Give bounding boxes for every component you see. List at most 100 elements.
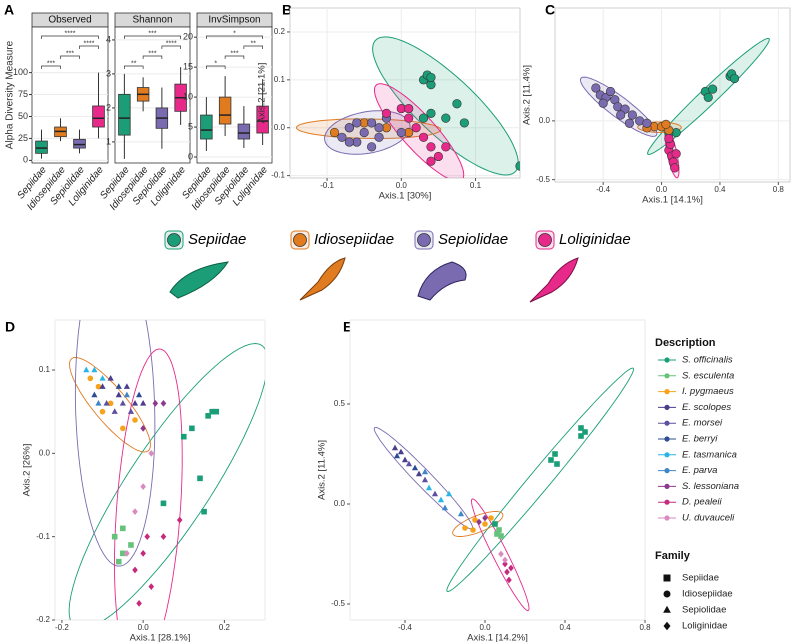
point (616, 110, 626, 120)
point (670, 163, 680, 173)
y-tick-label: 0.0 (334, 499, 346, 508)
point (426, 108, 436, 118)
point (205, 413, 211, 419)
point (381, 108, 392, 118)
y-tick-label: -0.5 (331, 599, 345, 608)
point (120, 525, 126, 532)
significance-bracket (161, 45, 181, 49)
confidence-ellipse (373, 426, 474, 530)
y-tick-label: -0.1 (271, 171, 285, 180)
significance-bracket (206, 65, 226, 69)
y-tick-label: 3 (106, 68, 111, 78)
squid-icon (417, 261, 467, 301)
x-axis-label: Axis.1 [30%] (379, 191, 432, 202)
legend-swatch (664, 389, 670, 395)
point (152, 399, 159, 407)
point (374, 123, 384, 133)
legend-label: E. berryi (682, 434, 718, 445)
y-tick-label: -0.5 (536, 175, 550, 184)
y-axis-label: Alpha Diversity Measure (5, 40, 16, 149)
point (598, 98, 608, 108)
point (437, 496, 445, 503)
x-axis-label: Axis.1 [14.2%] (467, 633, 528, 642)
y-tick-label: 15 (183, 62, 193, 72)
legend-swatch (664, 436, 670, 442)
point (441, 142, 451, 152)
point (425, 484, 433, 491)
point (344, 123, 354, 133)
panel-label: E (343, 319, 352, 335)
significance-bracket (41, 65, 61, 69)
point (506, 576, 512, 584)
point (132, 417, 138, 423)
point (552, 451, 558, 457)
point (176, 516, 183, 524)
legend-swatch (664, 357, 670, 363)
plot-area (196, 26, 273, 164)
point (132, 566, 138, 574)
plot-layer (290, 8, 520, 178)
point (329, 127, 340, 138)
y-tick-label: 75 (18, 89, 28, 99)
box (73, 138, 86, 149)
legend-label: S. officinalis (682, 355, 733, 366)
significance-label: **** (84, 40, 95, 47)
legend-shape (663, 621, 671, 631)
point (99, 408, 106, 415)
legend-label: Sepiidae (682, 573, 719, 584)
legend-label: Sepiidae (188, 231, 246, 248)
point (131, 399, 139, 406)
point (591, 83, 601, 93)
point (515, 161, 520, 171)
point (140, 483, 146, 491)
point (459, 118, 469, 128)
legend-label: Idiosepiidae (682, 589, 733, 600)
confidence-ellipse (471, 498, 530, 612)
y-tick-label: 2 (106, 102, 111, 112)
significance-label: * (214, 60, 217, 67)
legend-label: Sepiolidae (682, 605, 726, 616)
significance-label: ** (251, 40, 257, 47)
point (337, 132, 347, 142)
point (729, 73, 740, 84)
point (415, 470, 423, 477)
point (441, 504, 449, 511)
point (401, 456, 409, 463)
point (148, 583, 155, 591)
point (95, 383, 102, 390)
legend-label: D. pealeii (682, 497, 722, 508)
point (421, 476, 429, 483)
panel-label: B (282, 2, 292, 18)
point (426, 156, 436, 166)
point (627, 110, 637, 120)
legend-label: U. duvauceli (682, 513, 735, 524)
point (462, 525, 468, 531)
legend-swatch (664, 420, 670, 426)
box (118, 93, 131, 136)
point (136, 599, 142, 607)
legend-label: E. scolopes (682, 402, 731, 413)
y-tick-label: -0.1 (36, 532, 50, 541)
x-tick-label: 0.0 (656, 185, 668, 194)
plot-area (289, 7, 521, 179)
y-tick-label: 0.0 (539, 116, 551, 125)
point (197, 475, 203, 482)
plot-layer (555, 8, 790, 182)
y-axis-label: Axis.2 [21.1%] (257, 63, 268, 124)
significance-label: **** (166, 40, 177, 47)
point (374, 132, 384, 142)
panel-label: C (545, 2, 555, 18)
squid-icon (529, 257, 579, 303)
panel-label: A (4, 2, 14, 18)
legend-label: Idiosepiidae (314, 231, 394, 248)
significance-bracket (243, 45, 263, 49)
legend-swatch (664, 452, 670, 458)
y-axis-label: Axis.2 [26%] (22, 444, 33, 497)
point (418, 113, 429, 123)
point (404, 103, 414, 114)
y-tick-label: 0 (23, 155, 28, 165)
point (160, 500, 167, 507)
point (140, 549, 146, 557)
significance-bracket (206, 35, 263, 39)
